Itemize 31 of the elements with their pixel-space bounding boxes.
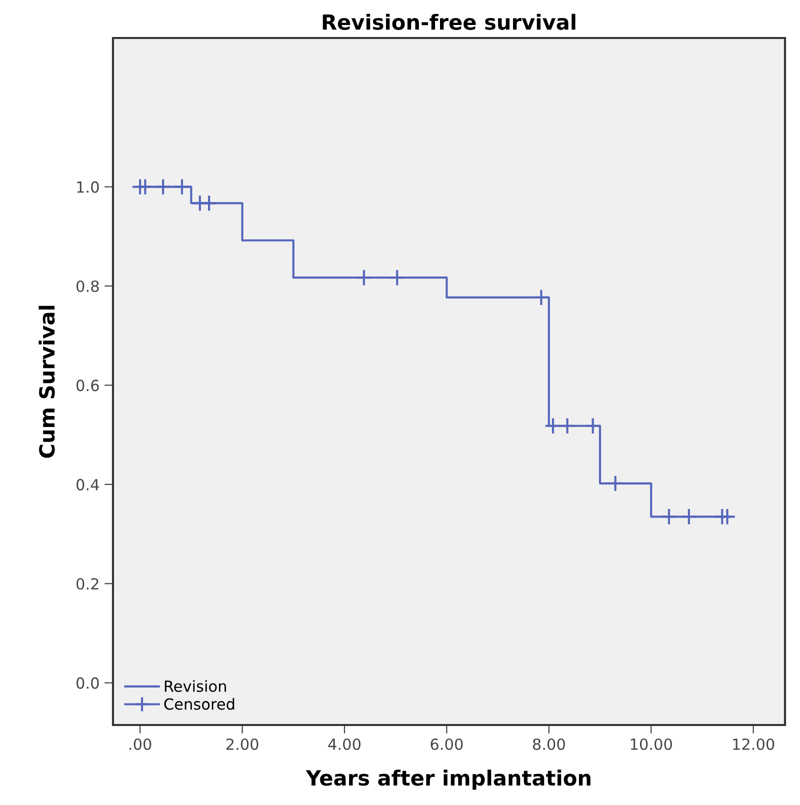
x-axis-title: Years after implantation: [306, 770, 590, 790]
point: [388, 268, 406, 286]
point: [718, 508, 736, 526]
y-tick-label: 0.0: [76, 677, 99, 689]
point: [584, 417, 602, 435]
point: [680, 508, 698, 526]
point: [200, 194, 218, 212]
point: [154, 178, 172, 196]
x-tick-label: .00: [130, 738, 152, 750]
y-tick-label: 0.2: [76, 578, 98, 590]
x-tick-label: 6.00: [430, 738, 463, 750]
y-tick-label: 0.8: [76, 280, 99, 292]
x-tick-label: 2.00: [226, 738, 258, 750]
y-tick-label: 1.0: [77, 181, 99, 193]
point: [660, 508, 678, 526]
y-tick-label: 0.4: [76, 478, 99, 490]
x-tick-label: 8.00: [532, 738, 565, 750]
point: [532, 288, 550, 306]
y-tick-label: 0.6: [76, 380, 99, 392]
x-tick-label: 4.00: [328, 738, 360, 750]
y-axis-title: Cum Survival: [38, 306, 55, 458]
chart-title: Revision-free survival: [322, 14, 576, 30]
point: [173, 178, 191, 196]
legend-label: Revision: [164, 680, 226, 692]
x-tick-label: 10.00: [630, 738, 672, 750]
x-tick-label: 12.00: [733, 738, 774, 750]
point: [544, 417, 562, 435]
point: [558, 417, 576, 435]
point: [355, 268, 373, 286]
point: [606, 474, 624, 492]
legend-label: Censored: [164, 698, 234, 710]
